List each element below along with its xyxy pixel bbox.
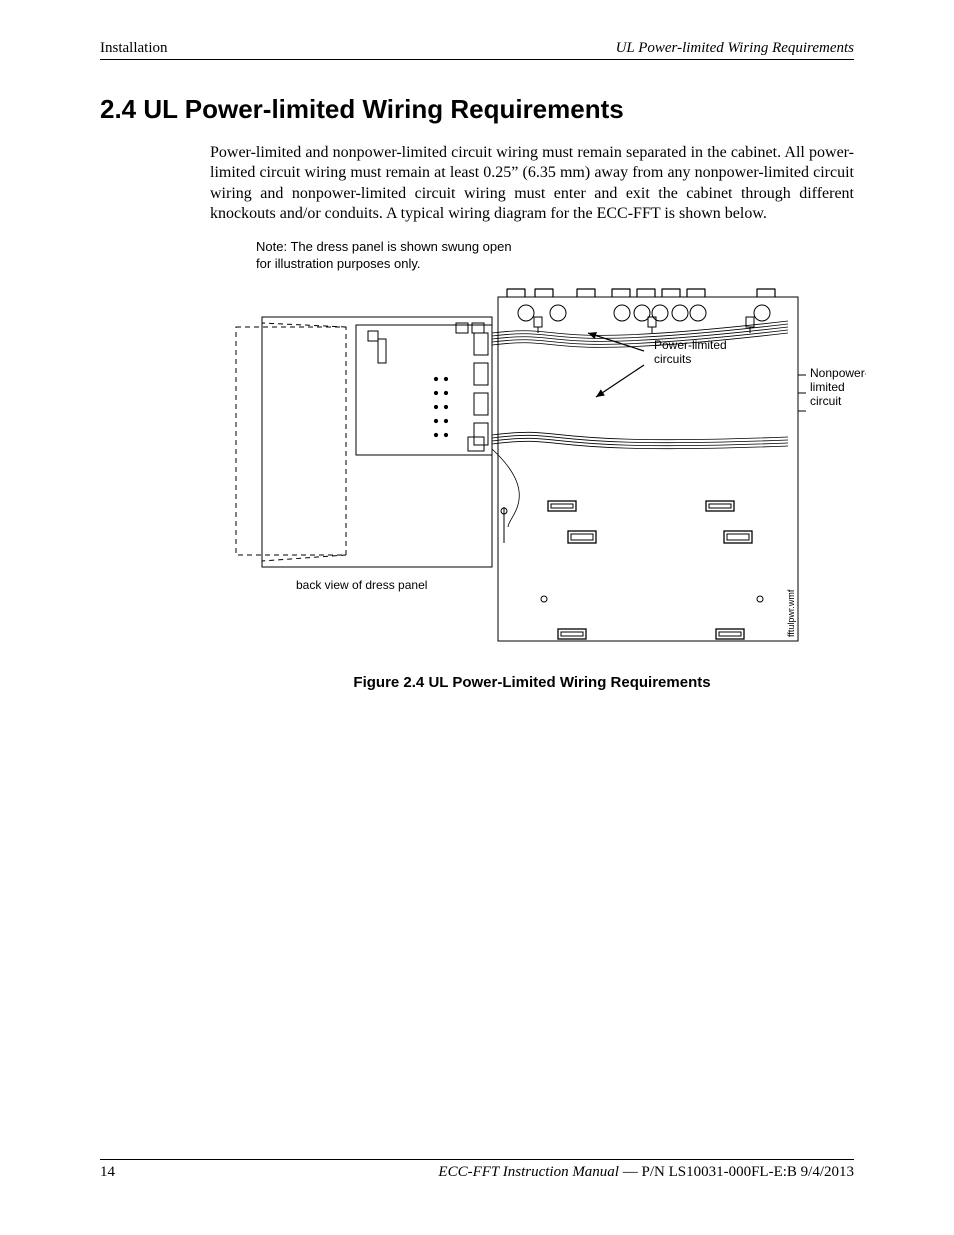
page-number: 14 [100, 1164, 115, 1181]
footer-pn: P/N LS10031-000FL-E:B 9/4/2013 [641, 1164, 854, 1180]
footer-right: ECC-FFT Instruction Manual — P/N LS10031… [438, 1164, 854, 1181]
wiring-diagram: Power-limitedcircuits Nonpower-limitedcir… [226, 279, 866, 649]
figure-note: Note: The dress panel is shown swung ope… [256, 239, 516, 273]
body-block: Power-limited and nonpower-limited circu… [210, 143, 854, 691]
figure-caption: Figure 2.4 UL Power-Limited Wiring Requi… [210, 674, 854, 691]
svg-text:Nonpower-: Nonpower- [810, 366, 866, 380]
figure: Power-limitedcircuits Nonpower-limitedcir… [226, 279, 866, 654]
page: Installation UL Power-limited Wiring Req… [0, 0, 954, 1235]
svg-text:Power-limited: Power-limited [654, 338, 727, 352]
manual-title: ECC-FFT Instruction Manual [438, 1164, 619, 1180]
svg-text:circuit: circuit [810, 394, 842, 408]
footer-sep: — [619, 1164, 642, 1180]
header-right: UL Power-limited Wiring Requirements [616, 40, 854, 57]
svg-text:limited: limited [810, 380, 845, 394]
header-left: Installation [100, 40, 168, 57]
svg-text:fftulpwr.wmf: fftulpwr.wmf [786, 589, 796, 637]
svg-text:back view of dress panel: back view of dress panel [296, 578, 427, 592]
footer: 14 ECC-FFT Instruction Manual — P/N LS10… [100, 1159, 854, 1181]
section-heading: 2.4 UL Power-limited Wiring Requirements [100, 94, 854, 125]
svg-text:circuits: circuits [654, 352, 691, 366]
body-paragraph: Power-limited and nonpower-limited circu… [210, 143, 854, 225]
running-head: Installation UL Power-limited Wiring Req… [100, 40, 854, 60]
